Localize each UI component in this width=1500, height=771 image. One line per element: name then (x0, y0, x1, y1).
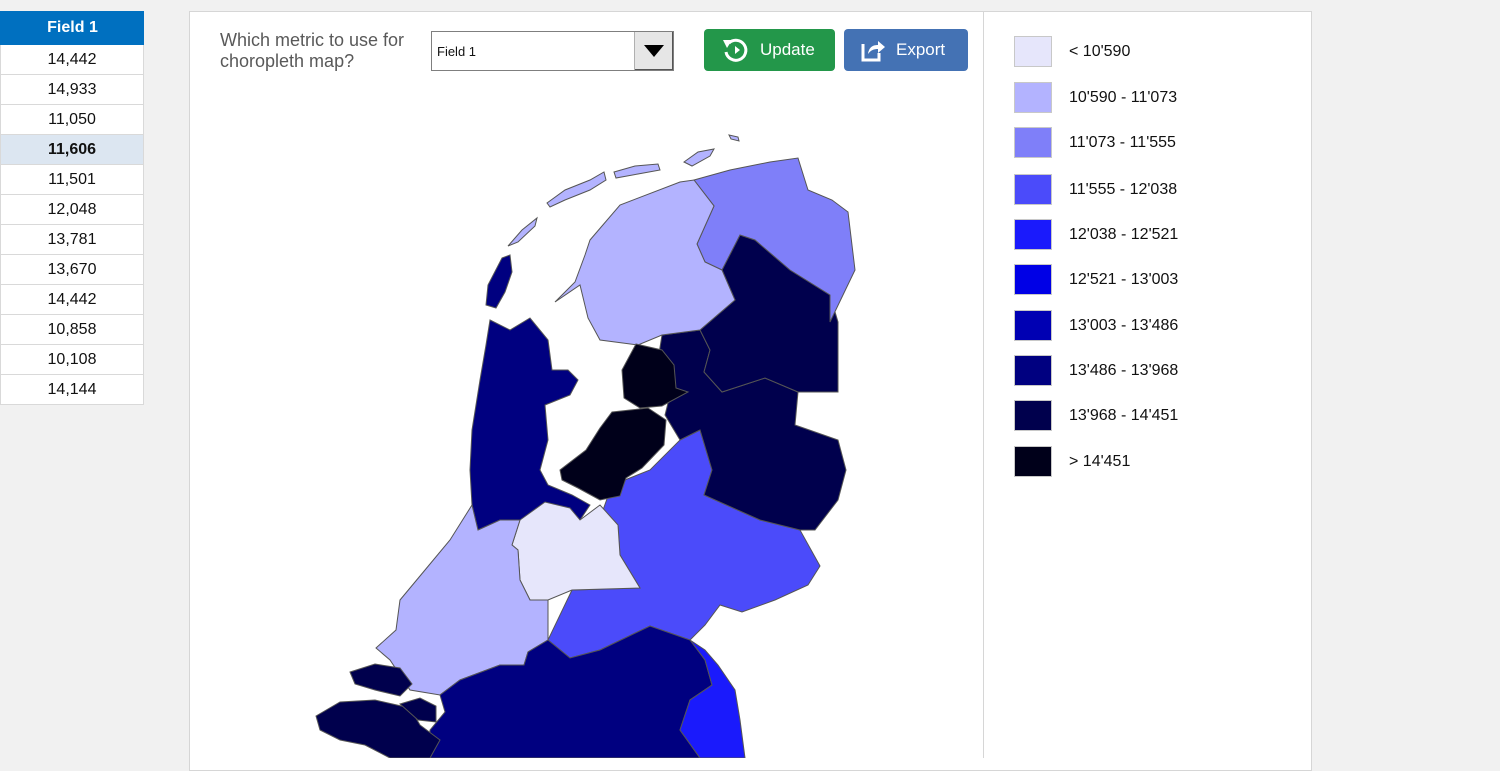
table-row[interactable]: 14,933 (0, 75, 144, 105)
legend-label: 13'486 - 13'968 (1069, 361, 1179, 379)
legend-label: 11'555 - 12'038 (1069, 180, 1178, 198)
legend-swatch (1014, 219, 1052, 250)
legend-swatch (1014, 174, 1052, 205)
panel-divider (983, 12, 984, 758)
map-region-limburg[interactable] (679, 639, 746, 758)
map-region-zeeland-schouwen[interactable] (349, 663, 413, 697)
legend-item: 13'968 - 14'451 (1014, 400, 1178, 431)
legend-swatch (1014, 127, 1052, 158)
table-row[interactable]: 11,606 (0, 135, 144, 165)
map-region-flevoland[interactable] (559, 407, 667, 501)
table-header-field1[interactable]: Field 1 (0, 11, 144, 45)
legend-swatch (1014, 355, 1052, 386)
map-island-rottum[interactable] (728, 134, 740, 142)
table-row[interactable]: 10,108 (0, 345, 144, 375)
legend-item: > 14'451 (1014, 446, 1130, 477)
table-row[interactable]: 11,050 (0, 105, 144, 135)
map-region-zeeland-beveland[interactable] (398, 697, 437, 723)
choropleth-map (315, 134, 856, 758)
map-island-ameland[interactable] (613, 163, 661, 179)
export-button-label: Export (896, 40, 946, 59)
metric-dropdown-value: Field 1 (437, 43, 477, 59)
legend-swatch (1014, 310, 1052, 341)
legend-label: 11'073 - 11'555 (1069, 133, 1176, 151)
legend-label: 10'590 - 11'073 (1069, 88, 1178, 106)
legend-item: 13'003 - 13'486 (1014, 310, 1178, 341)
legend-item: 10'590 - 11'073 (1014, 82, 1177, 113)
data-table: Field 1 14,442 14,933 11,050 11,606 11,501 12… (0, 11, 144, 405)
legend-label: 12'038 - 12'521 (1069, 225, 1179, 243)
map-region-noord-holland[interactable] (469, 317, 591, 531)
legend-swatch (1014, 264, 1052, 295)
legend-label: 13'968 - 14'451 (1069, 406, 1179, 424)
map-region-friesland[interactable] (554, 179, 736, 346)
map-island-texel[interactable] (485, 254, 513, 309)
refresh-icon (723, 38, 748, 62)
table-row[interactable]: 14,442 (0, 285, 144, 315)
table-body: 14,442 14,933 11,050 11,606 11,501 12,048 13,7… (0, 45, 144, 405)
table-row[interactable]: 14,144 (0, 375, 144, 405)
metric-dropdown[interactable]: Field 1 (431, 31, 674, 71)
map-region-zeeland-walcheren[interactable] (315, 699, 441, 758)
table-row[interactable]: 10,858 (0, 315, 144, 345)
table-row[interactable]: 11,501 (0, 165, 144, 195)
update-button[interactable]: Update (704, 29, 835, 71)
table-row[interactable]: 12,048 (0, 195, 144, 225)
table-row[interactable]: 13,781 (0, 225, 144, 255)
export-button[interactable]: Export (844, 29, 968, 71)
legend-label: < 10'590 (1069, 42, 1131, 60)
legend-label: 12'521 - 13'003 (1069, 270, 1179, 288)
metric-question-label: Which metric to use for choropleth map? (220, 30, 405, 71)
map-region-flevoland-noordoostpolder[interactable] (621, 343, 690, 409)
legend-swatch (1014, 400, 1052, 431)
map-island-terschelling[interactable] (546, 171, 607, 208)
map-island-vlieland[interactable] (507, 216, 538, 247)
legend-swatch (1014, 446, 1052, 477)
legend-label: 13'003 - 13'486 (1069, 316, 1179, 334)
update-button-label: Update (760, 40, 815, 59)
map-island-schiermonnikoog[interactable] (683, 148, 715, 167)
legend-item: 11'073 - 11'555 (1014, 127, 1176, 158)
legend-item: < 10'590 (1014, 36, 1130, 67)
legend-label: > 14'451 (1069, 452, 1131, 470)
export-icon (861, 41, 885, 62)
table-row[interactable]: 14,442 (0, 45, 144, 75)
chevron-down-icon[interactable] (634, 32, 673, 70)
legend-item: 11'555 - 12'038 (1014, 174, 1177, 205)
legend-swatch (1014, 36, 1052, 67)
legend-item: 12'521 - 13'003 (1014, 264, 1178, 295)
table-row[interactable]: 13,670 (0, 255, 144, 285)
legend-item: 12'038 - 12'521 (1014, 219, 1178, 250)
legend-item: 13'486 - 13'968 (1014, 355, 1178, 386)
legend-swatch (1014, 82, 1052, 113)
